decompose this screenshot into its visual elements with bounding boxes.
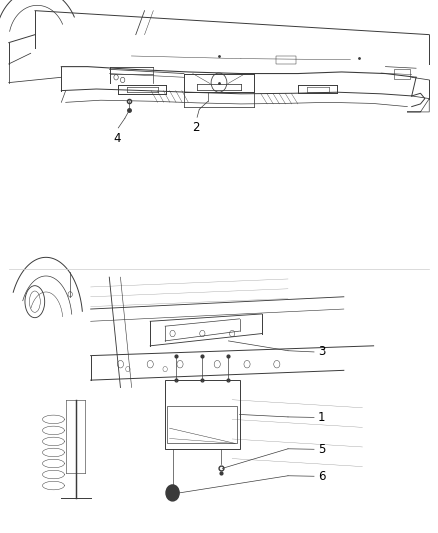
Bar xyxy=(276,56,296,64)
Bar xyxy=(394,69,410,79)
Bar xyxy=(165,380,240,449)
Text: 1: 1 xyxy=(318,411,325,424)
Text: 5: 5 xyxy=(318,443,325,456)
Text: 3: 3 xyxy=(318,345,325,358)
Text: 4: 4 xyxy=(113,132,121,144)
Bar xyxy=(167,406,237,443)
Text: 2: 2 xyxy=(192,121,200,134)
Circle shape xyxy=(166,485,179,501)
Text: 6: 6 xyxy=(318,470,325,483)
